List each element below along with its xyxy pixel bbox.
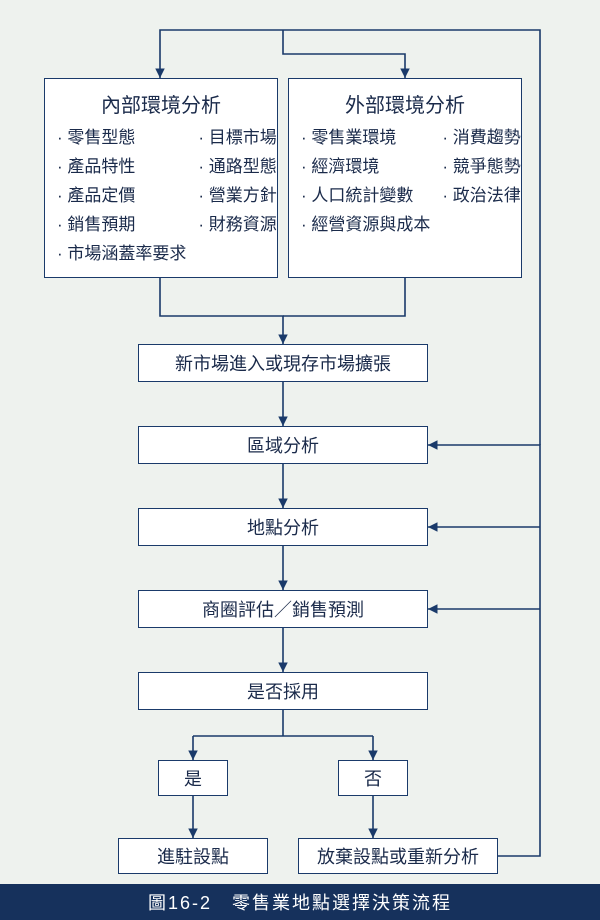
list-item: · 消費趨勢	[442, 124, 520, 153]
external-title: 外部環境分析	[301, 89, 509, 118]
list-item: · 通路型態	[198, 153, 276, 182]
list-item: · 銷售預期	[57, 211, 186, 240]
list-item: · 政治法律	[442, 182, 520, 211]
result-open-site: 進駐設點	[118, 838, 268, 874]
list-item: · 市場涵蓋率要求	[57, 240, 186, 269]
internal-title: 內部環境分析	[57, 89, 265, 118]
branch-no: 否	[338, 760, 408, 796]
branch-yes: 是	[158, 760, 228, 796]
list-item: · 人口統計變數	[301, 182, 430, 211]
list-item: · 財務資源	[198, 211, 276, 240]
internal-col-left: · 零售型態 · 產品特性 · 產品定價 · 銷售預期 · 市場涵蓋率要求	[57, 124, 186, 268]
step-adopt-decision: 是否採用	[138, 672, 428, 710]
internal-analysis-box: 內部環境分析 · 零售型態 · 產品特性 · 產品定價 · 銷售預期 · 市場涵…	[44, 78, 278, 278]
list-item: · 經濟環境	[301, 153, 430, 182]
list-item: · 產品特性	[57, 153, 186, 182]
external-col-left: · 零售業環境 · 經濟環境 · 人口統計變數 · 經營資源與成本	[301, 124, 430, 240]
internal-col-right: · 目標市場 · 通路型態 · 營業方針 · 財務資源	[198, 124, 276, 268]
step-site-analysis: 地點分析	[138, 508, 428, 546]
result-abandon-reanalyze: 放棄設點或重新分析	[298, 838, 498, 874]
list-item: · 目標市場	[198, 124, 276, 153]
step-trade-area-eval: 商圈評估／銷售預測	[138, 590, 428, 628]
figure-caption-bar: 圖16-2 零售業地點選擇決策流程	[0, 884, 600, 920]
list-item: · 產品定價	[57, 182, 186, 211]
list-item: · 零售型態	[57, 124, 186, 153]
external-col-right: · 消費趨勢 · 競爭態勢 · 政治法律	[442, 124, 520, 240]
external-analysis-box: 外部環境分析 · 零售業環境 · 經濟環境 · 人口統計變數 · 經營資源與成本…	[288, 78, 522, 278]
step-area-analysis: 區域分析	[138, 426, 428, 464]
list-item: · 經營資源與成本	[301, 211, 430, 240]
figure-caption: 圖16-2 零售業地點選擇決策流程	[148, 889, 452, 915]
list-item: · 零售業環境	[301, 124, 430, 153]
list-item: · 營業方針	[198, 182, 276, 211]
list-item: · 競爭態勢	[442, 153, 520, 182]
step-market-entry: 新市場進入或現存市場擴張	[138, 344, 428, 382]
